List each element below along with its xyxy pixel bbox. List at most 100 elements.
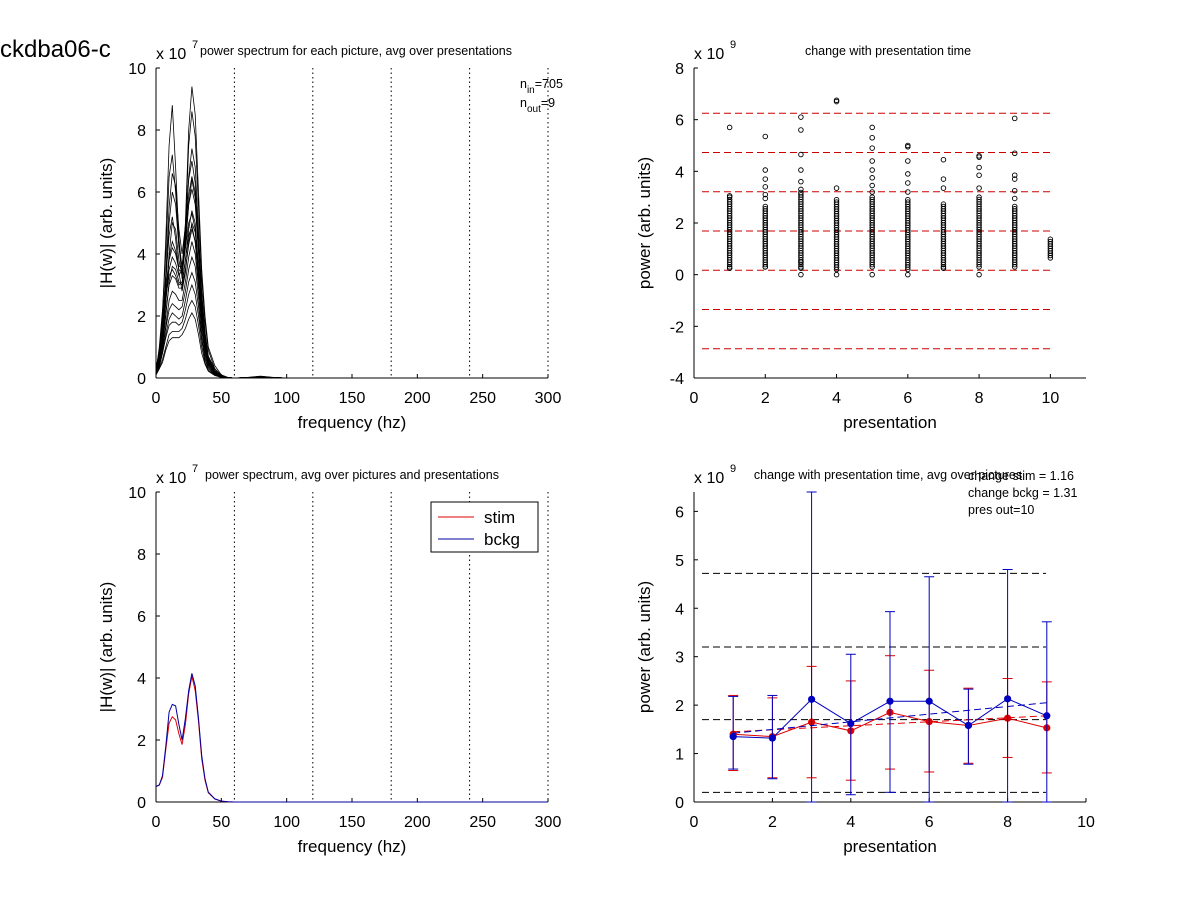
data-point <box>1011 172 1018 178</box>
data-point <box>976 154 982 160</box>
data-point <box>726 196 733 203</box>
data-point <box>905 180 911 186</box>
data-point <box>833 271 840 278</box>
axis-exponent-base: x 10 <box>694 46 724 63</box>
axis-exponent-base: x 10 <box>694 470 724 487</box>
data-point <box>869 189 875 195</box>
x-tick-label: 300 <box>535 814 562 831</box>
stat-annotation: change stim = 1.16 <box>968 469 1074 483</box>
data-point <box>940 265 947 271</box>
y-axis-label: power (arb. units) <box>635 581 654 713</box>
spectrum-series-line <box>155 216 548 379</box>
x-tick-label: 8 <box>975 390 984 407</box>
x-tick-label: 4 <box>846 814 855 831</box>
axis-exponent-power: 7 <box>192 39 198 51</box>
series-point-bckg <box>964 721 973 730</box>
data-point <box>798 259 804 265</box>
count-annotation: nin=705 <box>520 77 563 96</box>
x-tick-label: 6 <box>925 814 934 831</box>
count-annotation: nout=9 <box>520 96 555 115</box>
data-point <box>1011 115 1018 122</box>
x-tick-label: 10 <box>1041 390 1059 407</box>
data-point <box>726 124 733 131</box>
data-point <box>905 171 911 177</box>
count-annotation-value: =705 <box>535 77 563 91</box>
data-point <box>940 185 947 191</box>
panel-change-avg-over-pictures: 0 2 4 6 8 10 0 1 2 3 4 5 6 presentation power (arb. un… <box>635 463 1095 856</box>
data-point <box>833 196 840 203</box>
spectrum-series-line <box>155 111 548 379</box>
y-tick-label: 8 <box>137 547 146 564</box>
series-point-bckg <box>886 697 894 705</box>
chart-title: change with presentation time, avg over … <box>754 468 1022 482</box>
data-point <box>1047 236 1054 243</box>
data-point <box>1011 176 1018 182</box>
data-point <box>905 158 911 164</box>
data-point <box>798 114 804 120</box>
y-tick-label: 0 <box>137 371 146 388</box>
data-point <box>1011 206 1018 212</box>
data-point <box>1011 195 1018 202</box>
spectrum-series-line <box>155 148 548 379</box>
x-tick-label: 2 <box>761 390 770 407</box>
y-tick-label: 10 <box>128 485 146 502</box>
x-tick-label: 200 <box>404 390 431 407</box>
x-tick-label: 100 <box>273 814 300 831</box>
data-point <box>798 186 804 193</box>
y-tick-label: 1 <box>675 747 684 764</box>
series-point-bckg <box>768 734 777 742</box>
spectrum-series-line <box>155 224 548 379</box>
y-tick-label: 8 <box>675 61 684 78</box>
data-point <box>905 271 911 278</box>
data-point <box>762 264 769 270</box>
data-point <box>869 196 875 203</box>
x-tick-label: 300 <box>535 390 562 407</box>
data-point <box>1011 187 1018 194</box>
y-tick-label: 0 <box>137 795 146 812</box>
axis-exponent-power: 9 <box>730 39 736 51</box>
data-point <box>869 158 875 164</box>
data-point <box>869 182 875 189</box>
count-annotation-sub: in <box>527 85 535 96</box>
y-axis-label: |H(w)| (arb. units) <box>97 582 116 713</box>
data-point <box>798 151 804 158</box>
data-point <box>869 167 875 173</box>
legend: stim bckg <box>430 501 539 553</box>
y-tick-label: 2 <box>675 216 684 233</box>
y-tick-label: 4 <box>675 164 684 181</box>
y-tick-label: -2 <box>670 319 684 336</box>
y-tick-label: 6 <box>675 504 684 521</box>
legend-box <box>430 501 539 553</box>
stat-annotation: change bckg = 1.31 <box>968 486 1078 500</box>
axis-exponent-base: x 10 <box>156 46 186 63</box>
x-tick-label: 0 <box>690 390 699 407</box>
x-axis-label: frequency (hz) <box>298 837 407 856</box>
spectrum-series-line <box>155 255 548 379</box>
data-point <box>762 176 769 182</box>
data-point <box>905 189 911 195</box>
data-point <box>798 192 804 198</box>
y-axis-label: power (arb. units) <box>635 157 654 289</box>
data-point <box>798 189 804 196</box>
data-point <box>905 199 911 205</box>
spectrum-series-line <box>155 241 548 379</box>
chart-title: change with presentation time <box>805 44 971 58</box>
y-tick-label: 2 <box>675 698 684 715</box>
chart-title: power spectrum, avg over pictures and pr… <box>205 468 499 482</box>
data-point <box>726 193 733 199</box>
data-point <box>869 145 875 151</box>
data-point <box>869 194 875 200</box>
y-tick-label: 4 <box>137 671 146 688</box>
data-point <box>1011 203 1018 210</box>
data-point <box>798 167 804 173</box>
x-tick-label: 250 <box>469 814 496 831</box>
spectrum-series-line <box>155 176 548 379</box>
data-point <box>905 144 911 150</box>
data-point <box>976 185 982 191</box>
y-tick-label: 3 <box>675 650 684 667</box>
data-point <box>1011 150 1018 156</box>
data-point <box>762 191 769 198</box>
data-point <box>798 127 804 133</box>
spectrum-series-line <box>155 179 548 379</box>
